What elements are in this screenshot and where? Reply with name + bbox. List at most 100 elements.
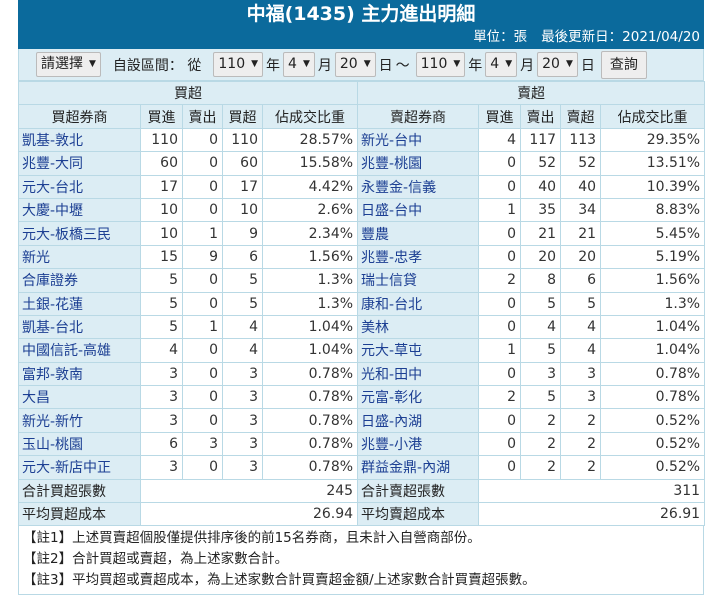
pct-value: 13.51% bbox=[600, 151, 706, 176]
buy-value: 3 bbox=[140, 455, 183, 480]
pct-value: 2.6% bbox=[261, 197, 359, 223]
sell-value: 2 bbox=[520, 455, 562, 480]
sell-broker-link[interactable]: 永豐金-信義 bbox=[357, 174, 480, 199]
pct-value: 1.56% bbox=[600, 268, 706, 293]
year-label: 年 bbox=[468, 57, 483, 74]
sell-broker-link[interactable]: 光和-田中 bbox=[357, 361, 480, 387]
buy-broker-link[interactable]: 元大-台北 bbox=[18, 174, 141, 199]
net-value: 20 bbox=[560, 244, 602, 270]
last-updated: 最後更新日：2021/04/20 bbox=[541, 29, 700, 45]
buy-total: 245 bbox=[139, 478, 359, 504]
sell-broker-link[interactable]: 群益金鼎-內湖 bbox=[357, 455, 480, 480]
net-value: 10 bbox=[222, 197, 263, 223]
note-2: 【註2】合計買超或賣超，為上述家數合計。 bbox=[23, 551, 289, 568]
pct-value: 8.83% bbox=[600, 197, 706, 223]
net-value: 113 bbox=[560, 127, 602, 153]
pct-value: 0.52% bbox=[600, 431, 706, 457]
pct-value: 0.78% bbox=[261, 455, 359, 480]
col-pct: 佔成交比重 bbox=[600, 104, 706, 129]
sell-value: 0 bbox=[182, 385, 223, 410]
pct-value: 1.04% bbox=[261, 338, 359, 363]
sell-value: 4 bbox=[520, 314, 562, 340]
buy-broker-link[interactable]: 大慶-中壢 bbox=[18, 197, 141, 223]
buy-value: 4 bbox=[478, 127, 522, 153]
buy-broker-link[interactable]: 新光-新竹 bbox=[18, 408, 141, 433]
chevron-down-icon: ▼ bbox=[89, 59, 96, 69]
sell-value: 0 bbox=[182, 127, 223, 153]
net-value: 4 bbox=[222, 314, 263, 340]
pct-value: 4.42% bbox=[261, 174, 359, 199]
col-net-sell: 賣超 bbox=[560, 104, 602, 129]
buy-broker-link[interactable]: 富邦-敦南 bbox=[18, 361, 141, 387]
from-year-select[interactable]: 110 ▼ bbox=[213, 52, 264, 77]
table-row: 大慶-中壢 10 0 10 2.6% 日盛-台中 1 35 34 8.83% bbox=[18, 197, 706, 223]
buy-broker-link[interactable]: 兆豐-大同 bbox=[18, 151, 141, 176]
sell-value: 9 bbox=[182, 244, 223, 270]
sell-broker-link[interactable]: 兆豐-忠孝 bbox=[357, 244, 480, 270]
to-month-select[interactable]: 4 ▼ bbox=[485, 52, 518, 77]
net-value: 3 bbox=[560, 385, 602, 410]
buy-value: 0 bbox=[478, 431, 522, 457]
pct-value: 1.04% bbox=[261, 314, 359, 340]
chevron-down-icon: ▼ bbox=[363, 59, 371, 69]
buy-broker-link[interactable]: 土銀-花蓮 bbox=[18, 291, 141, 316]
year-label: 年 bbox=[266, 57, 281, 74]
sell-value: 40 bbox=[520, 174, 562, 199]
unit-label: 單位：張 bbox=[473, 29, 528, 45]
buy-broker-link[interactable]: 中國信託-高雄 bbox=[18, 338, 141, 363]
broker-table: 買超 賣超 買超券商 買進 賣出 買超 佔成交比重 賣超券商 買進 賣出 賣超 佔… bbox=[17, 80, 706, 527]
net-value: 6 bbox=[222, 244, 263, 270]
pct-value: 0.52% bbox=[600, 408, 706, 433]
sell-broker-link[interactable]: 兆豐-小港 bbox=[357, 431, 480, 457]
sell-group-header: 賣超 bbox=[357, 80, 706, 106]
buy-value: 2 bbox=[478, 385, 522, 410]
table-row: 新光-新竹 3 0 3 0.78% 日盛-內湖 0 2 2 0.52% bbox=[18, 408, 706, 433]
table-row: 土銀-花蓮 5 0 5 1.3% 康和-台北 0 5 5 1.3% bbox=[18, 291, 706, 316]
sell-value: 21 bbox=[520, 221, 562, 246]
buy-broker-link[interactable]: 凱基-台北 bbox=[18, 314, 141, 340]
sell-broker-link[interactable]: 日盛-內湖 bbox=[357, 408, 480, 433]
to-year-select[interactable]: 110 ▼ bbox=[415, 52, 466, 77]
sell-value: 117 bbox=[520, 127, 562, 153]
sell-broker-link[interactable]: 元大-草屯 bbox=[357, 338, 480, 363]
pct-value: 0.78% bbox=[261, 361, 359, 387]
buy-value: 3 bbox=[140, 361, 183, 387]
buy-broker-link[interactable]: 元大-板橋三民 bbox=[18, 221, 141, 246]
buy-broker-link[interactable]: 新光 bbox=[18, 244, 141, 270]
buy-broker-link[interactable]: 凱基-敦北 bbox=[18, 127, 141, 153]
buy-broker-link[interactable]: 玉山-桃園 bbox=[18, 431, 141, 457]
buy-value: 0 bbox=[478, 314, 522, 340]
net-value: 2 bbox=[560, 408, 602, 433]
sell-broker-link[interactable]: 康和-台北 bbox=[357, 291, 480, 316]
sell-broker-link[interactable]: 豐農 bbox=[357, 221, 480, 246]
preset-select[interactable]: 請選擇 ▼ bbox=[36, 52, 101, 77]
buy-value: 1 bbox=[478, 197, 522, 223]
pct-value: 1.3% bbox=[600, 291, 706, 316]
sell-broker-link[interactable]: 兆豐-桃園 bbox=[357, 151, 480, 176]
net-value: 110 bbox=[222, 127, 263, 153]
pct-value: 0.78% bbox=[600, 361, 706, 387]
sell-value: 2 bbox=[520, 431, 562, 457]
month-label: 月 bbox=[317, 57, 332, 74]
col-buy-broker: 買超券商 bbox=[18, 104, 141, 129]
sell-broker-link[interactable]: 新光-台中 bbox=[357, 127, 480, 153]
buy-broker-link[interactable]: 元大-新店中正 bbox=[18, 455, 141, 480]
to-day-select[interactable]: 20 ▼ bbox=[537, 52, 578, 77]
net-value: 5 bbox=[222, 291, 263, 316]
col-buy: 買進 bbox=[140, 104, 183, 129]
pct-value: 29.35% bbox=[600, 127, 706, 153]
sell-value: 0 bbox=[182, 197, 223, 223]
from-day-select[interactable]: 20 ▼ bbox=[334, 52, 376, 77]
sell-broker-link[interactable]: 日盛-台中 bbox=[357, 197, 480, 223]
from-month-select[interactable]: 4 ▼ bbox=[283, 52, 315, 77]
sell-broker-link[interactable]: 美林 bbox=[357, 314, 480, 340]
sell-broker-link[interactable]: 瑞士信貸 bbox=[357, 268, 480, 293]
sell-broker-link[interactable]: 元富-彰化 bbox=[357, 385, 480, 410]
sell-value: 20 bbox=[520, 244, 562, 270]
query-button[interactable]: 查詢 bbox=[600, 50, 647, 79]
net-value: 3 bbox=[222, 408, 263, 433]
buy-broker-link[interactable]: 大昌 bbox=[18, 385, 141, 410]
buy-broker-link[interactable]: 合庫證券 bbox=[18, 268, 141, 293]
net-value: 3 bbox=[560, 361, 602, 387]
table-row: 中國信託-高雄 4 0 4 1.04% 元大-草屯 1 5 4 1.04% bbox=[18, 338, 706, 363]
